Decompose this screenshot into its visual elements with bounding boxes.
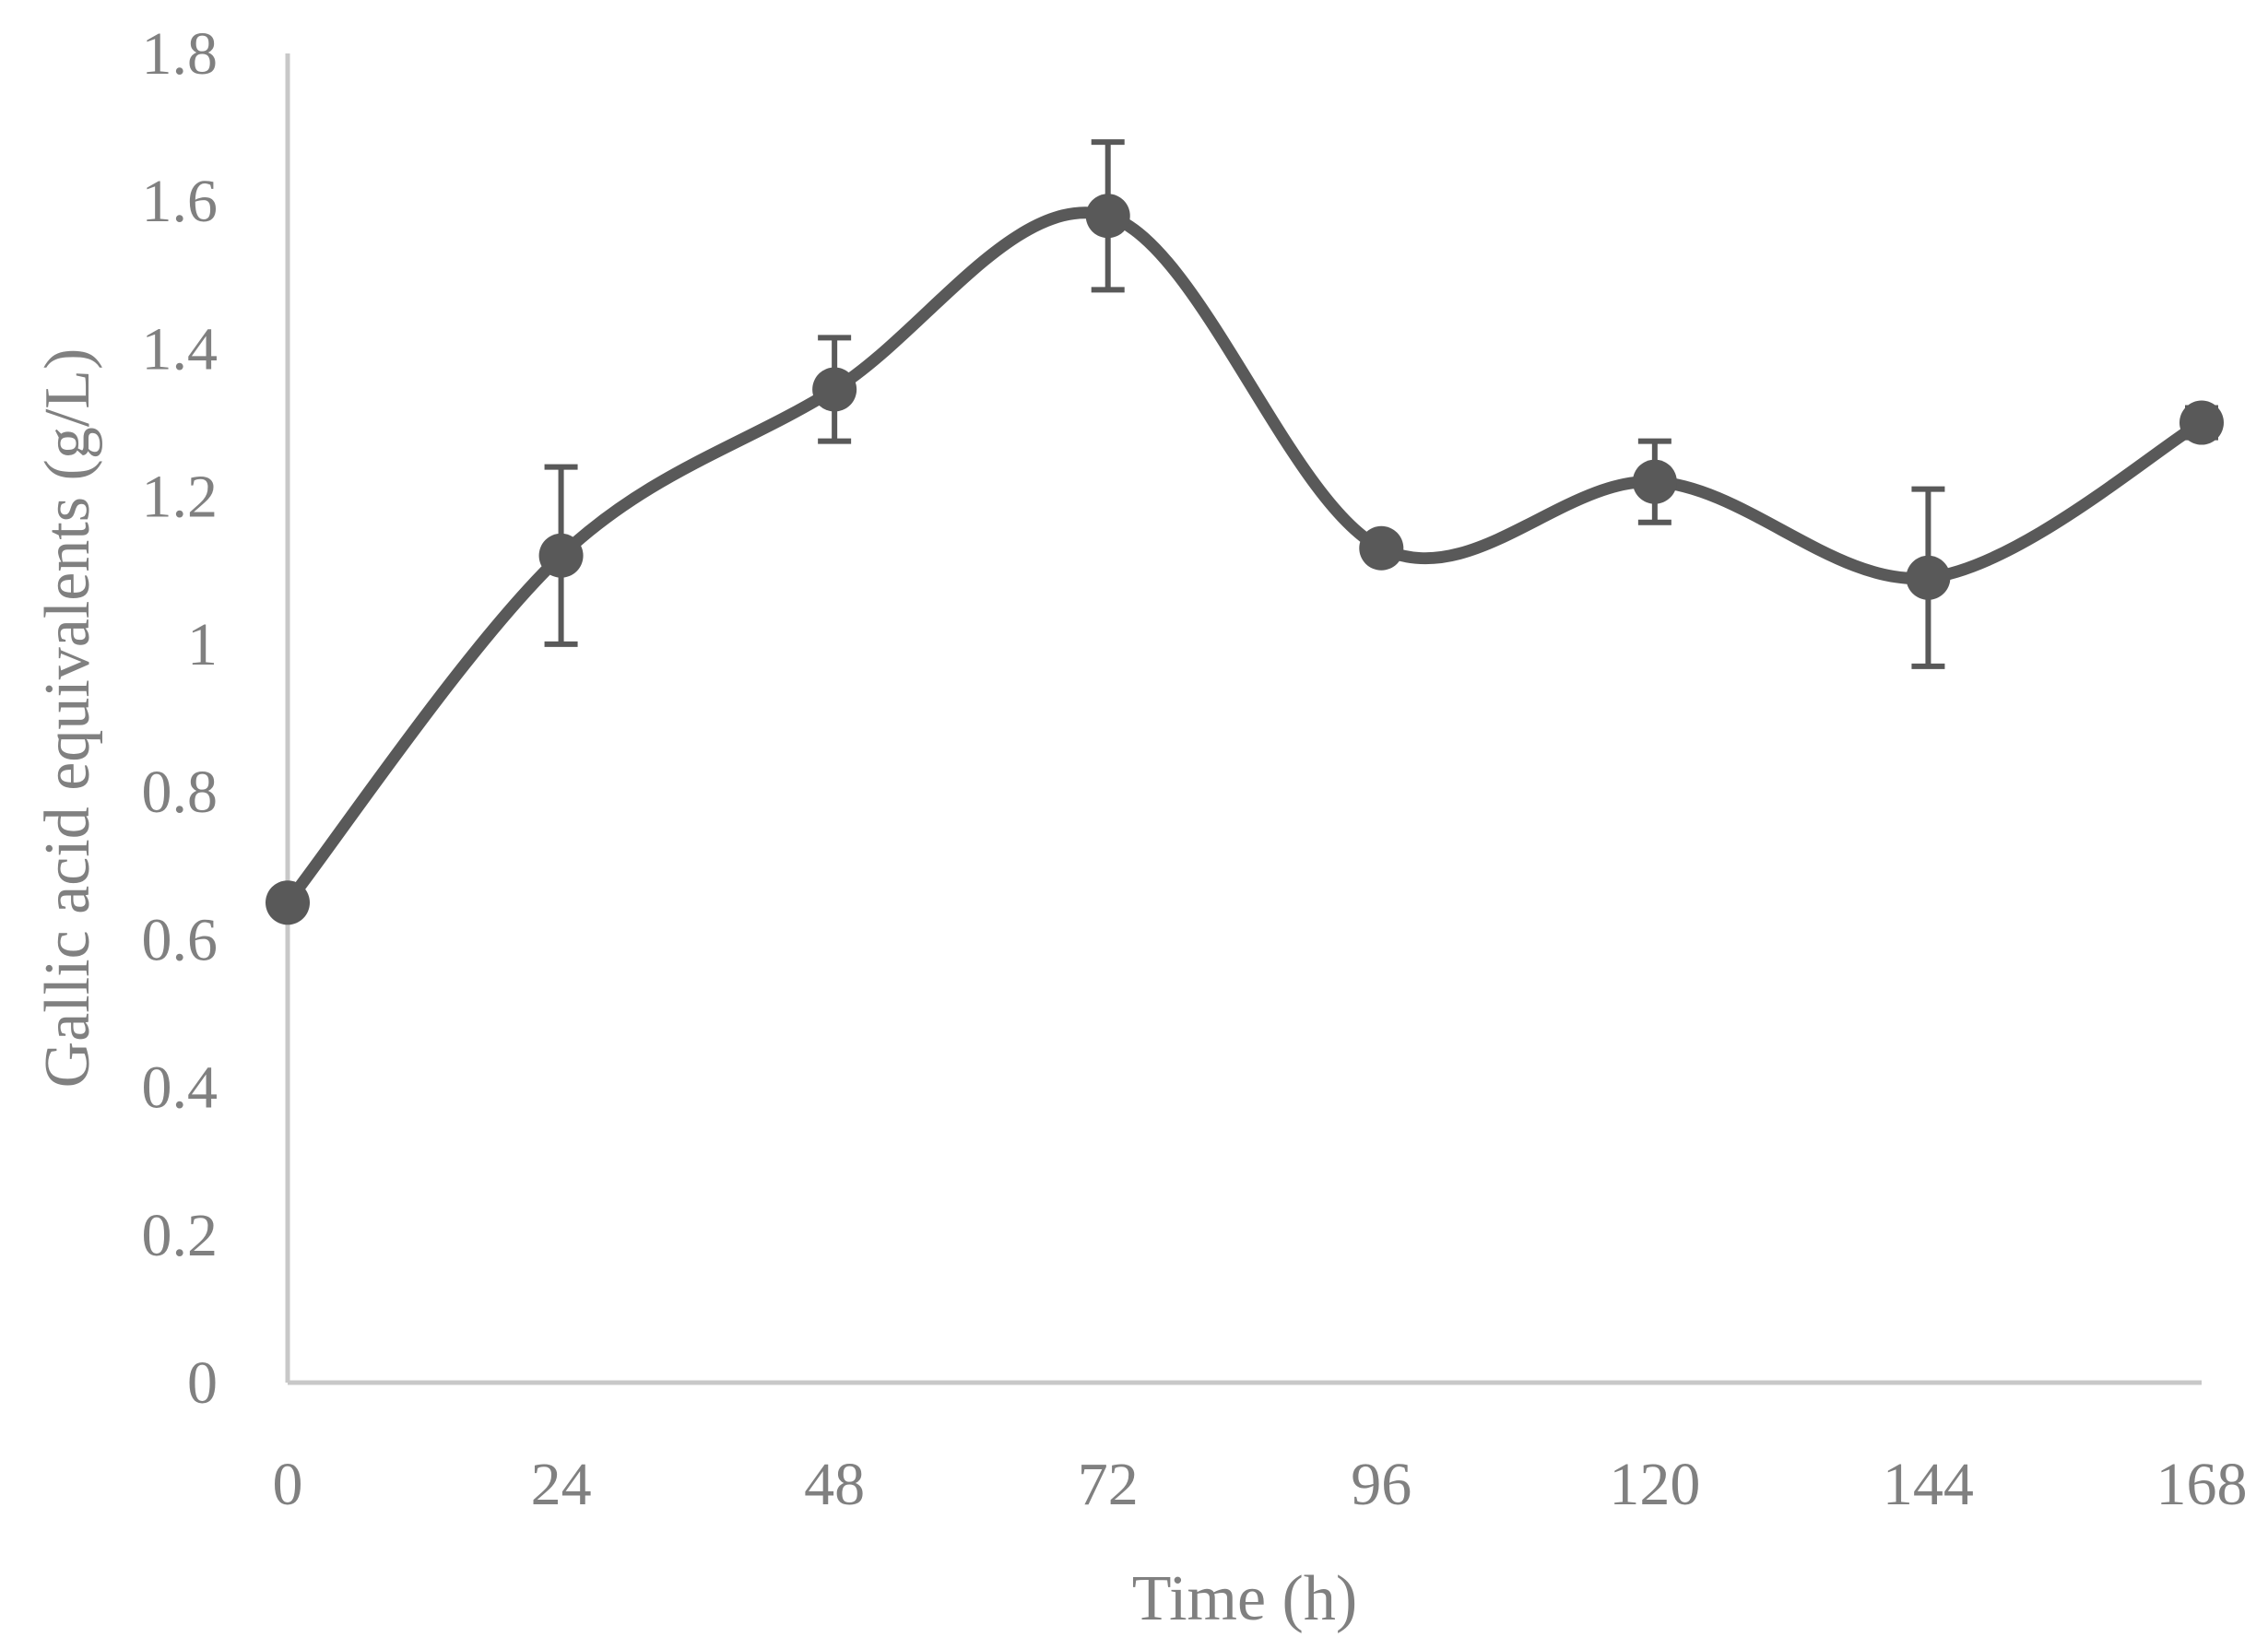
y-axis-title: Gallic acid equivalents (g/L) [32,348,103,1089]
y-tick-label: 1 [187,611,218,678]
y-tick-label: 0.2 [142,1202,219,1269]
y-tick-label: 0.4 [142,1054,219,1122]
x-tick-label: 96 [1351,1451,1412,1518]
data-point [1359,525,1404,571]
data-point [1632,459,1677,504]
x-tick-label: 168 [2156,1451,2248,1518]
x-tick-label: 0 [273,1451,303,1518]
series-line [281,206,2208,909]
data-point [1906,555,1951,600]
data-point [812,367,857,412]
data-point [1085,194,1130,239]
x-axis-title: Time (h) [1132,1563,1357,1634]
x-tick-label: 72 [1078,1451,1139,1518]
x-tick-label: 24 [531,1451,592,1518]
y-tick-label: 0.8 [142,759,219,826]
y-tick-label: 1.8 [142,20,219,88]
y-tick-label: 1.6 [142,168,219,235]
data-point [266,880,310,925]
x-tick-label: 48 [804,1451,865,1518]
y-tick-label: 1.4 [142,315,219,383]
y-tick-label: 1.2 [142,464,219,531]
y-tick-label: 0 [187,1349,218,1417]
y-tick-label: 0.6 [142,906,219,973]
data-point [2179,400,2224,445]
x-tick-label: 120 [1609,1451,1700,1518]
x-tick-label: 144 [1883,1451,1974,1518]
data-point [538,533,584,578]
